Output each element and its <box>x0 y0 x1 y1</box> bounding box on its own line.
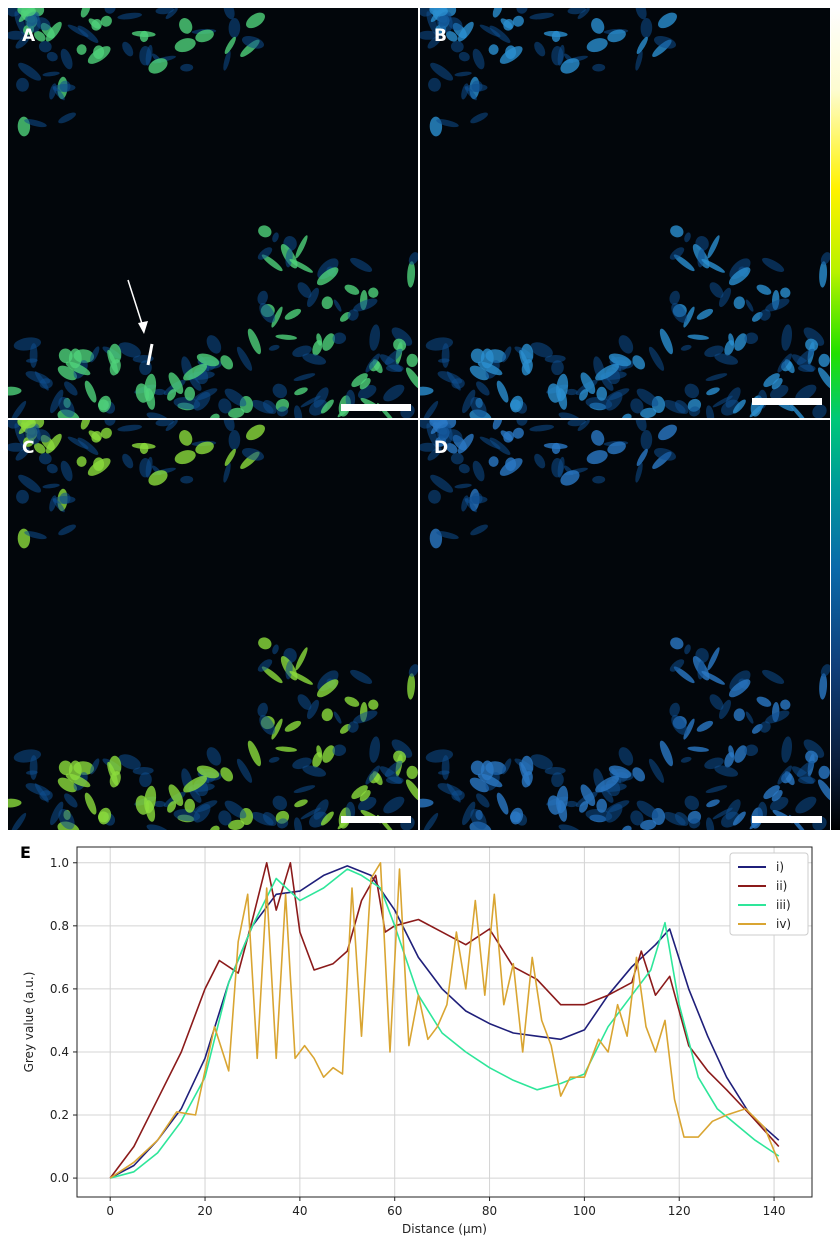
x-tick-label: 140 <box>763 1204 786 1218</box>
x-tick-label: 80 <box>482 1204 497 1218</box>
y-tick-label: 0.6 <box>50 982 69 996</box>
scale-bar-c <box>341 816 411 823</box>
x-tick-label: 40 <box>292 1204 307 1218</box>
plot-frame <box>76 846 813 1198</box>
series-line-4 <box>109 861 780 1179</box>
micrograph-b <box>420 8 830 418</box>
legend-label: iv) <box>776 917 791 931</box>
line-chart: 0 20 40 60 80 100 120 140 0.0 0.2 0.4 0.6 0.8 1.0 Dist… <box>22 846 813 1236</box>
panel-label-e: E <box>20 843 31 862</box>
series-line-1 <box>109 865 780 1179</box>
y-axis-label: Grey value (a.u.) <box>22 972 36 1073</box>
panel-label-d: D <box>434 438 449 458</box>
scale-bar-a <box>341 404 411 411</box>
micrograph-d <box>420 420 830 830</box>
image-panel-c: C <box>8 420 418 830</box>
arrow-annotation <box>127 279 154 366</box>
y-tick-label: 0.0 <box>50 1171 69 1185</box>
image-panel-a: A <box>8 8 418 418</box>
x-tick-label: 20 <box>197 1204 212 1218</box>
micrograph-c <box>8 420 418 830</box>
legend-label: iii) <box>776 898 791 912</box>
panel-label-c: C <box>22 438 35 458</box>
legend-label: i) <box>776 860 784 874</box>
x-tick-label: 120 <box>668 1204 691 1218</box>
series-line-2 <box>109 861 780 1179</box>
y-tick-label: 0.4 <box>50 1045 69 1059</box>
image-panel-b: B <box>420 8 830 418</box>
x-axis-label: Distance (µm) <box>402 1222 487 1236</box>
micrograph-a <box>8 8 418 418</box>
scale-bar-d <box>752 816 822 823</box>
y-tick-label: 0.2 <box>50 1108 69 1122</box>
intensity-colorbar <box>831 8 840 830</box>
x-tick-label: 0 <box>106 1204 114 1218</box>
series-line-3 <box>109 868 780 1179</box>
legend: i) ii) iii) iv) <box>729 852 809 936</box>
panel-label-b: B <box>434 26 447 46</box>
image-panel-d: D <box>420 420 830 830</box>
x-tick-label: 60 <box>387 1204 402 1218</box>
y-tick-label: 1.0 <box>50 856 69 870</box>
panel-label-a: A <box>22 26 36 46</box>
y-tick-label: 0.8 <box>50 919 69 933</box>
legend-label: ii) <box>776 879 787 893</box>
x-tick-label: 100 <box>573 1204 596 1218</box>
scale-bar-b <box>752 398 822 405</box>
